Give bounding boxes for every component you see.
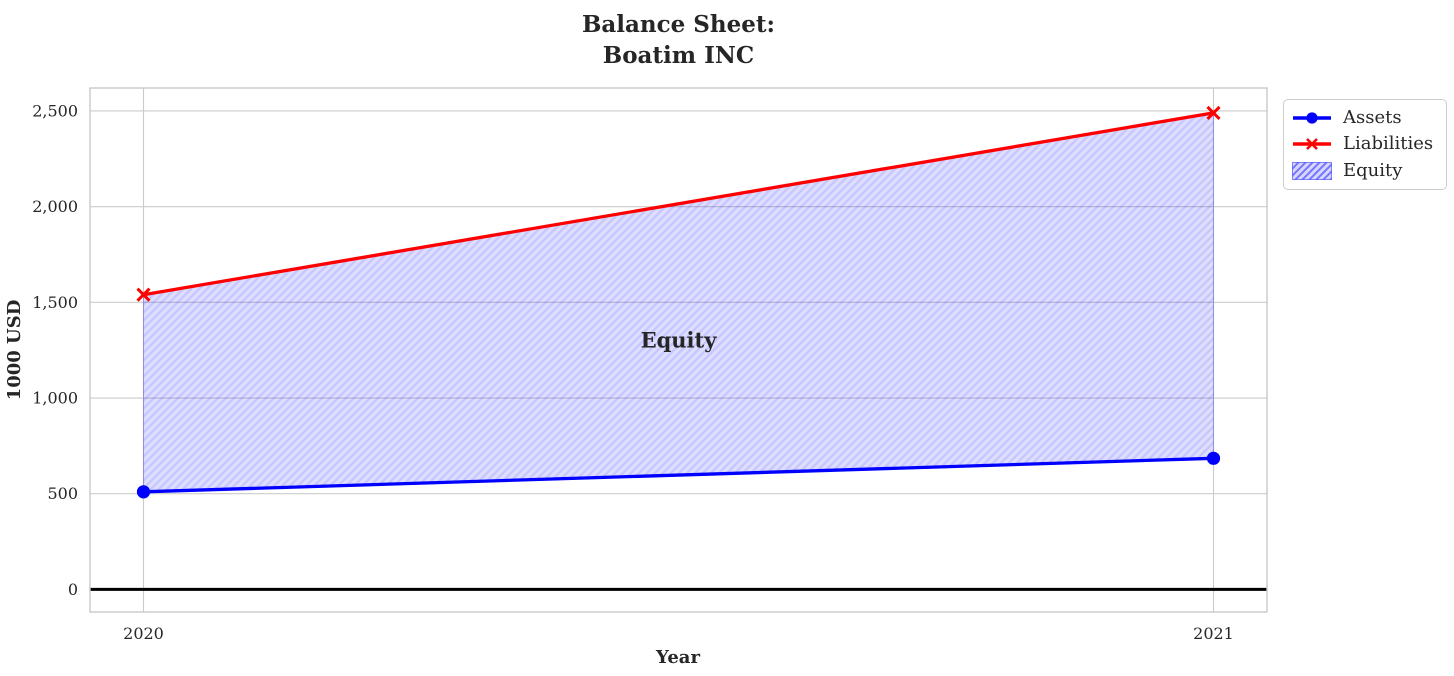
- marker-liabilities-2021: [1206, 105, 1221, 120]
- plot-border: [89, 87, 1268, 613]
- legend-item-liabilities: Liabilities: [1292, 131, 1438, 157]
- legend-item-assets: Assets: [1292, 105, 1438, 131]
- tick-label-y-2500: 2,500: [32, 101, 78, 120]
- tick-label-y-500: 500: [47, 484, 78, 503]
- y-axis-label: 1000 USD: [4, 300, 25, 401]
- legend: Assets Liabilities Equity: [1283, 99, 1447, 190]
- tick-label-y-0: 0: [68, 580, 78, 599]
- marker-liabilities-2020: [136, 287, 151, 302]
- chart-title-line1: Balance Sheet:: [581, 11, 776, 38]
- series-line-liabilities: [143, 111, 1214, 297]
- liabilities-line-icon: [1292, 137, 1332, 151]
- x-axis-label: Year: [655, 647, 700, 668]
- assets-line-icon: [1292, 111, 1332, 125]
- tick-label-x-2020: 2020: [123, 624, 164, 643]
- tick-label-y-2000: 2,000: [32, 197, 78, 216]
- legend-label-equity: Equity: [1343, 159, 1403, 181]
- axis-tick-labels: 0 500 1,000 1,500 2,000 2,500 2020 2021: [32, 101, 1234, 643]
- tick-label-y-1000: 1,000: [32, 389, 78, 408]
- legend-item-equity: Equity: [1292, 158, 1438, 184]
- series-lines: [136, 105, 1221, 499]
- marker-assets-2020: [136, 485, 151, 499]
- series-line-assets: [143, 456, 1214, 494]
- tick-label-x-2021: 2021: [1193, 624, 1234, 643]
- chart-title: Balance Sheet: Boatim INC: [90, 9, 1267, 71]
- equity-patch-icon: [1292, 161, 1332, 180]
- equity-annotation: Equity: [641, 328, 718, 353]
- annotation-layer: Equity: [641, 328, 718, 353]
- legend-label-assets: Assets: [1343, 107, 1402, 129]
- tick-label-y-1500: 1,500: [32, 293, 78, 312]
- legend-label-liabilities: Liabilities: [1343, 133, 1434, 155]
- chart-title-line2: Boatim INC: [602, 42, 755, 69]
- marker-assets-2021: [1206, 451, 1221, 465]
